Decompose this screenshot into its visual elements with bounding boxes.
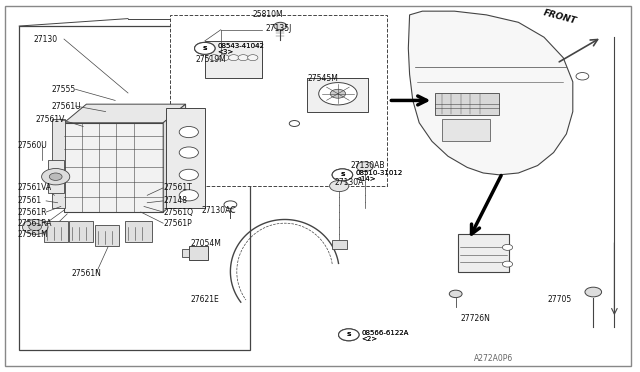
Text: 27130AB: 27130AB bbox=[351, 161, 385, 170]
Bar bbox=[307, 78, 368, 112]
Circle shape bbox=[49, 173, 62, 180]
Text: 27054M: 27054M bbox=[190, 239, 221, 248]
Text: S: S bbox=[346, 332, 351, 337]
Text: 27130: 27130 bbox=[34, 35, 58, 44]
Text: <14>: <14> bbox=[355, 176, 376, 182]
Bar bbox=[442, 119, 490, 141]
Text: S: S bbox=[340, 172, 345, 177]
Text: S: S bbox=[346, 332, 351, 337]
Bar bbox=[170, 15, 387, 186]
Text: 27519M: 27519M bbox=[195, 55, 226, 64]
Text: <3>: <3> bbox=[218, 49, 234, 55]
Circle shape bbox=[209, 55, 220, 61]
Text: 27561N: 27561N bbox=[72, 269, 102, 278]
Text: 08543-41042: 08543-41042 bbox=[218, 43, 264, 49]
Circle shape bbox=[502, 244, 513, 250]
Text: 27560U: 27560U bbox=[17, 141, 47, 150]
Text: <14>: <14> bbox=[355, 176, 376, 182]
Bar bbox=[332, 240, 347, 249]
Circle shape bbox=[179, 147, 198, 158]
Text: <2>: <2> bbox=[362, 336, 378, 341]
Circle shape bbox=[339, 329, 359, 341]
Text: 27726N: 27726N bbox=[461, 314, 491, 323]
Circle shape bbox=[179, 126, 198, 138]
Bar bbox=[95, 225, 119, 246]
Polygon shape bbox=[408, 11, 573, 175]
Bar bbox=[125, 221, 152, 242]
Bar bbox=[48, 160, 64, 193]
Circle shape bbox=[228, 55, 239, 61]
Text: 27148: 27148 bbox=[163, 196, 187, 205]
Text: 25810M: 25810M bbox=[253, 10, 284, 19]
Circle shape bbox=[42, 169, 70, 185]
Circle shape bbox=[238, 55, 248, 61]
Circle shape bbox=[319, 83, 357, 105]
Text: S: S bbox=[202, 46, 207, 51]
Text: S: S bbox=[202, 46, 207, 51]
Circle shape bbox=[219, 55, 229, 61]
Text: 27561V: 27561V bbox=[35, 115, 65, 124]
Circle shape bbox=[22, 219, 48, 234]
Circle shape bbox=[179, 169, 198, 180]
Bar bbox=[182, 249, 189, 257]
Bar bbox=[166, 108, 205, 208]
Bar bbox=[205, 41, 262, 78]
Text: 27561R: 27561R bbox=[17, 208, 47, 217]
Text: 27561: 27561 bbox=[17, 196, 42, 205]
Circle shape bbox=[332, 169, 353, 181]
Polygon shape bbox=[163, 104, 186, 212]
Circle shape bbox=[339, 329, 359, 341]
Circle shape bbox=[332, 169, 353, 181]
Bar bbox=[52, 119, 65, 208]
Text: 27130A: 27130A bbox=[334, 178, 364, 187]
Text: 27561VA: 27561VA bbox=[17, 183, 51, 192]
Text: 27561P: 27561P bbox=[163, 219, 192, 228]
Text: 08566-6122A: 08566-6122A bbox=[362, 330, 409, 336]
Text: 27130AC: 27130AC bbox=[202, 206, 236, 215]
Circle shape bbox=[274, 22, 287, 30]
Circle shape bbox=[585, 287, 602, 297]
Circle shape bbox=[195, 42, 215, 54]
Text: 08510-31012: 08510-31012 bbox=[355, 170, 403, 176]
Circle shape bbox=[29, 223, 42, 231]
Text: 27545M: 27545M bbox=[307, 74, 338, 83]
Bar bbox=[458, 234, 509, 272]
Circle shape bbox=[224, 201, 237, 208]
Circle shape bbox=[330, 89, 346, 98]
Text: 08543-41042: 08543-41042 bbox=[218, 43, 264, 49]
Bar bbox=[435, 93, 499, 115]
Text: <3>: <3> bbox=[218, 49, 234, 55]
Circle shape bbox=[502, 261, 513, 267]
Circle shape bbox=[195, 42, 215, 54]
Circle shape bbox=[330, 180, 349, 192]
Text: 27621E: 27621E bbox=[191, 295, 220, 304]
Bar bbox=[189, 246, 208, 260]
Text: S: S bbox=[340, 172, 345, 177]
Text: 27561M: 27561M bbox=[17, 230, 48, 239]
Text: 08510-31012: 08510-31012 bbox=[355, 170, 403, 176]
Text: 27561Q: 27561Q bbox=[163, 208, 193, 217]
Text: 08566-6122A: 08566-6122A bbox=[362, 330, 409, 336]
Circle shape bbox=[248, 55, 258, 61]
Text: 27561RA: 27561RA bbox=[17, 219, 52, 228]
Text: 27561U: 27561U bbox=[51, 102, 81, 110]
Circle shape bbox=[289, 121, 300, 126]
Circle shape bbox=[449, 290, 462, 298]
Circle shape bbox=[356, 162, 373, 171]
Bar bbox=[44, 221, 68, 242]
Text: A272A0P6: A272A0P6 bbox=[474, 355, 513, 363]
Text: 27705: 27705 bbox=[547, 295, 572, 304]
Text: <2>: <2> bbox=[362, 336, 378, 341]
Circle shape bbox=[179, 190, 198, 201]
Polygon shape bbox=[64, 104, 186, 123]
Bar bbox=[64, 123, 163, 212]
Bar bbox=[69, 221, 93, 242]
Circle shape bbox=[576, 73, 589, 80]
Text: 27561T: 27561T bbox=[163, 183, 192, 192]
Text: 27555: 27555 bbox=[51, 85, 76, 94]
Text: FRONT: FRONT bbox=[542, 9, 578, 26]
Text: 27135J: 27135J bbox=[266, 24, 292, 33]
Bar bbox=[19, 26, 250, 350]
